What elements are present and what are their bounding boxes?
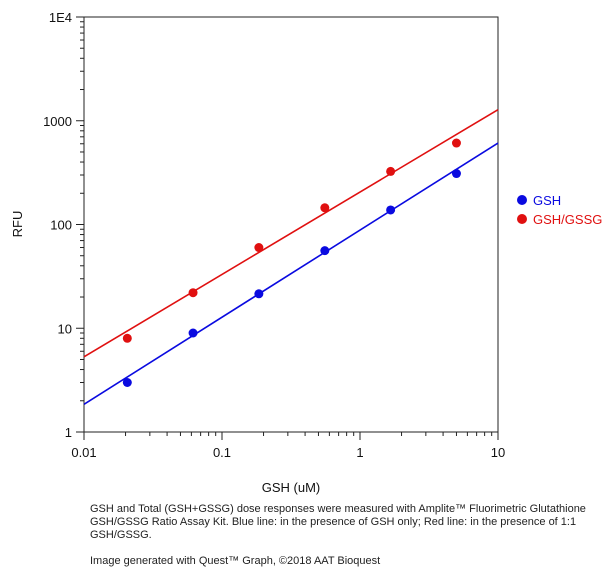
fit-line — [83, 108, 499, 358]
y-axis-title: RFU — [10, 211, 25, 238]
x-tick-label: 1 — [356, 445, 363, 460]
data-point — [122, 333, 132, 343]
x-axis: 0.01 0.1 1 10 — [71, 432, 505, 460]
x-tick-label: 0.01 — [71, 445, 96, 460]
x-tick-label: 0.1 — [213, 445, 231, 460]
data-point — [320, 203, 330, 213]
fit-line — [83, 142, 499, 405]
x-tick-label: 10 — [491, 445, 505, 460]
data-point — [451, 169, 461, 179]
data-point — [188, 288, 198, 298]
y-tick-label: 1 — [65, 425, 72, 440]
data-point — [188, 328, 198, 338]
data-point — [122, 377, 132, 387]
data-points — [122, 138, 461, 387]
data-point — [451, 138, 461, 148]
data-point — [386, 166, 396, 176]
plot-area — [83, 16, 499, 433]
data-point — [320, 246, 330, 256]
caption-text: GSH and Total (GSH+GSSG) dose responses … — [90, 503, 586, 541]
legend-marker — [517, 195, 527, 205]
y-axis: 1 10 100 1000 1E4 — [43, 10, 84, 440]
fit-lines — [83, 108, 499, 405]
y-tick-label: 1000 — [43, 114, 72, 129]
legend-label: GSH — [533, 193, 561, 208]
y-tick-label: 100 — [50, 218, 72, 233]
data-point — [254, 243, 264, 253]
chart: 0.01 0.1 1 10 1 10 100 1000 1E4 GSH (uM) RFU GS… — [10, 10, 602, 495]
legend-label: GSH/GSSG — [533, 212, 602, 227]
data-point — [254, 289, 264, 299]
y-tick-label: 1E4 — [49, 10, 72, 25]
figure-caption: GSH and Total (GSH+GSSG) dose responses … — [90, 503, 600, 542]
x-axis-title: GSH (uM) — [262, 480, 321, 495]
data-point — [386, 205, 396, 215]
y-tick-label: 10 — [58, 321, 72, 336]
legend: GSH GSH/GSSG — [517, 193, 602, 227]
legend-marker — [517, 214, 527, 224]
image-credit: Image generated with Quest™ Graph, ©2018… — [90, 555, 381, 567]
